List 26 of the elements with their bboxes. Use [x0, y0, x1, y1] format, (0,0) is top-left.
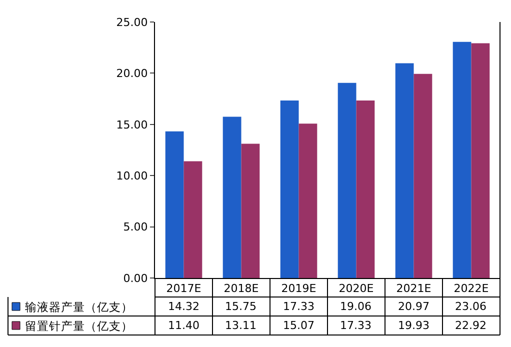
y-tick-label: 0.00: [123, 272, 148, 285]
legend-label: 留置针产量（亿支）: [25, 319, 133, 333]
x-tick-label: 2017E: [166, 282, 202, 296]
x-tick-label: 2020E: [338, 282, 374, 296]
y-tick-label: 25.00: [116, 16, 148, 29]
data-label: 14.32: [168, 300, 200, 313]
data-label: 11.40: [168, 319, 200, 332]
data-label: 19.93: [398, 319, 430, 332]
data-label: 15.07: [283, 319, 314, 332]
data-label: 13.11: [225, 319, 256, 332]
data-label: 20.97: [398, 300, 430, 313]
y-tick-label: 5.00: [123, 220, 148, 234]
legend-label: 输液器产量（亿支）: [25, 300, 133, 314]
y-tick-label: 15.00: [116, 118, 148, 132]
y-tick-label: 10.00: [116, 169, 148, 182]
y-tick-label: 20.00: [116, 67, 148, 80]
data-label: 23.06: [455, 300, 486, 313]
x-tick-label: 2021E: [396, 282, 432, 296]
data-label: 22.92: [455, 319, 486, 332]
data-label: 15.75: [225, 300, 256, 313]
x-tick-label: 2019E: [281, 282, 316, 296]
data-label: 17.33: [283, 300, 314, 313]
x-tick-label: 2018E: [224, 282, 259, 296]
x-tick-label: 2022E: [454, 282, 489, 296]
data-label: 17.33: [340, 319, 372, 332]
data-label: 19.06: [340, 300, 372, 313]
